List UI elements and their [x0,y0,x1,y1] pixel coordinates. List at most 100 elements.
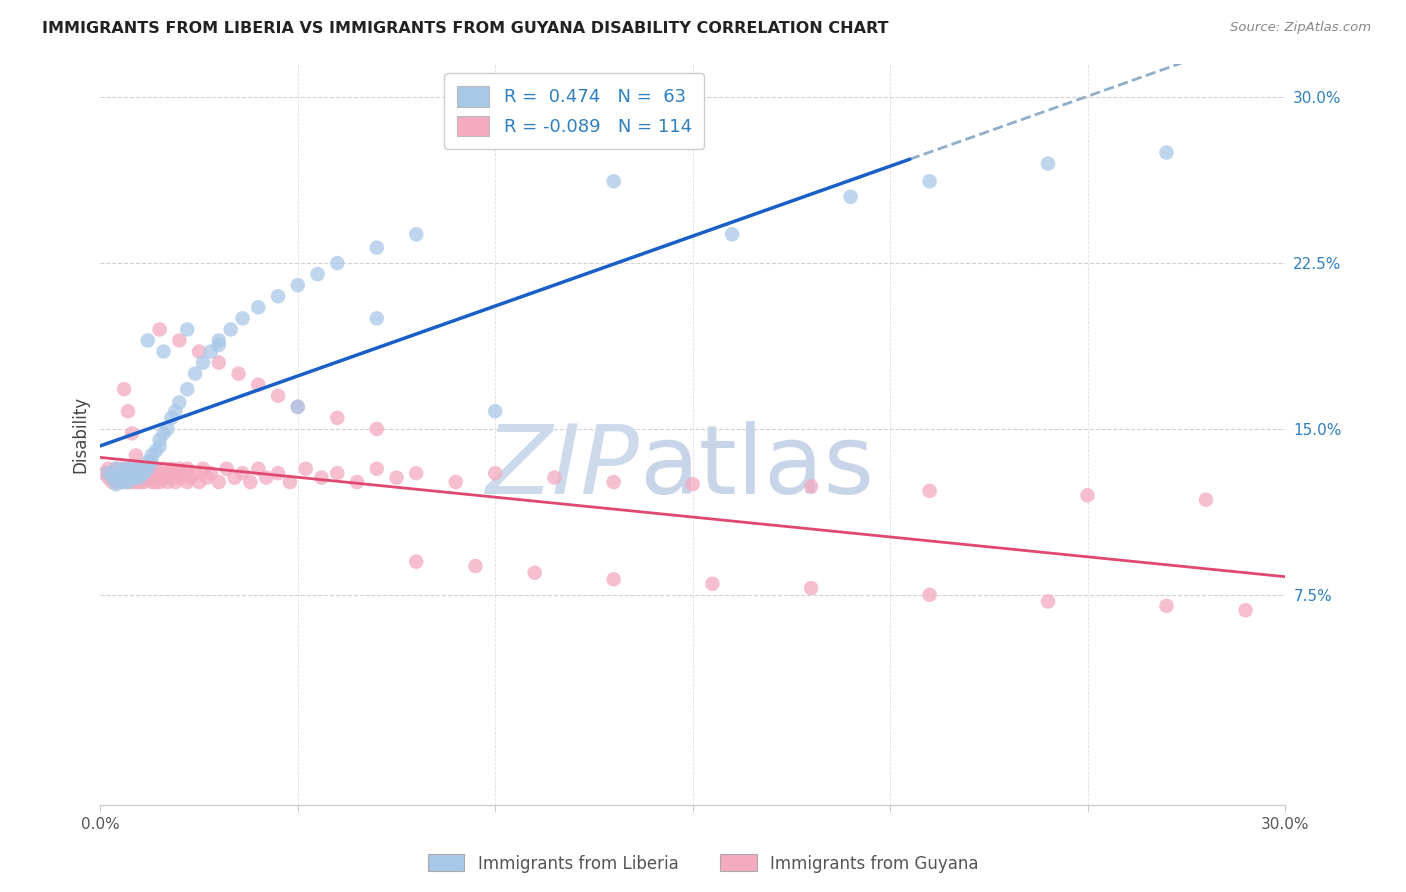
Point [128,475,150,489]
Point [152,462,174,476]
Point [152,426,174,441]
Point [169,334,191,348]
Point [117,466,139,480]
Point [800,581,823,595]
Point [149,475,172,489]
Point [366,311,388,326]
Point [152,344,174,359]
Point [125,470,148,484]
Point [117,462,139,476]
Point [145,475,167,489]
Point [136,462,159,476]
Point [176,382,198,396]
Point [112,475,135,489]
Point [464,559,486,574]
Point [108,470,131,484]
Point [208,475,231,489]
Point [149,466,172,480]
Point [105,462,128,476]
Point [191,356,214,370]
Point [121,462,143,476]
Point [405,227,427,242]
Point [543,470,565,484]
Point [311,470,333,484]
Point [128,466,150,480]
Point [132,470,155,484]
Point [228,367,250,381]
Point [108,462,131,476]
Point [307,267,329,281]
Point [145,462,167,476]
Point [149,440,172,454]
Point [97,462,120,476]
Point [239,475,262,489]
Point [326,256,349,270]
Point [141,455,163,469]
Point [117,475,139,489]
Point [121,426,143,441]
Point [287,278,309,293]
Point [1195,492,1218,507]
Point [145,444,167,458]
Point [165,466,187,480]
Y-axis label: Disability: Disability [72,396,89,473]
Point [93,466,115,480]
Point [405,555,427,569]
Point [128,466,150,480]
Point [117,462,139,476]
Point [176,475,198,489]
Point [1036,594,1059,608]
Point [108,466,131,480]
Point [117,470,139,484]
Point [108,470,131,484]
Point [231,466,253,480]
Point [105,477,128,491]
Point [128,462,150,476]
Point [121,470,143,484]
Point [149,470,172,484]
Point [128,462,150,476]
Point [156,422,179,436]
Point [165,475,187,489]
Point [278,475,301,489]
Point [1156,599,1178,613]
Point [800,479,823,493]
Point [366,422,388,436]
Point [105,470,128,484]
Point [346,475,368,489]
Point [112,382,135,396]
Point [247,377,270,392]
Point [254,470,277,484]
Point [839,190,862,204]
Text: atlas: atlas [640,421,875,515]
Point [108,475,131,489]
Point [326,466,349,480]
Point [267,289,290,303]
Point [702,576,724,591]
Point [484,466,506,480]
Point [191,462,214,476]
Point [132,466,155,480]
Point [1156,145,1178,160]
Point [602,174,624,188]
Text: IMMIGRANTS FROM LIBERIA VS IMMIGRANTS FROM GUYANA DISABILITY CORRELATION CHART: IMMIGRANTS FROM LIBERIA VS IMMIGRANTS FR… [42,21,889,36]
Point [721,227,744,242]
Point [156,475,179,489]
Point [682,477,704,491]
Point [101,475,124,489]
Point [172,466,194,480]
Point [160,462,183,476]
Point [125,449,148,463]
Point [125,462,148,476]
Point [208,338,231,352]
Point [208,356,231,370]
Point [918,483,941,498]
Point [121,475,143,489]
Point [132,462,155,476]
Legend: Immigrants from Liberia, Immigrants from Guyana: Immigrants from Liberia, Immigrants from… [420,847,986,880]
Point [224,470,246,484]
Point [125,475,148,489]
Point [125,470,148,484]
Point [200,466,222,480]
Point [918,174,941,188]
